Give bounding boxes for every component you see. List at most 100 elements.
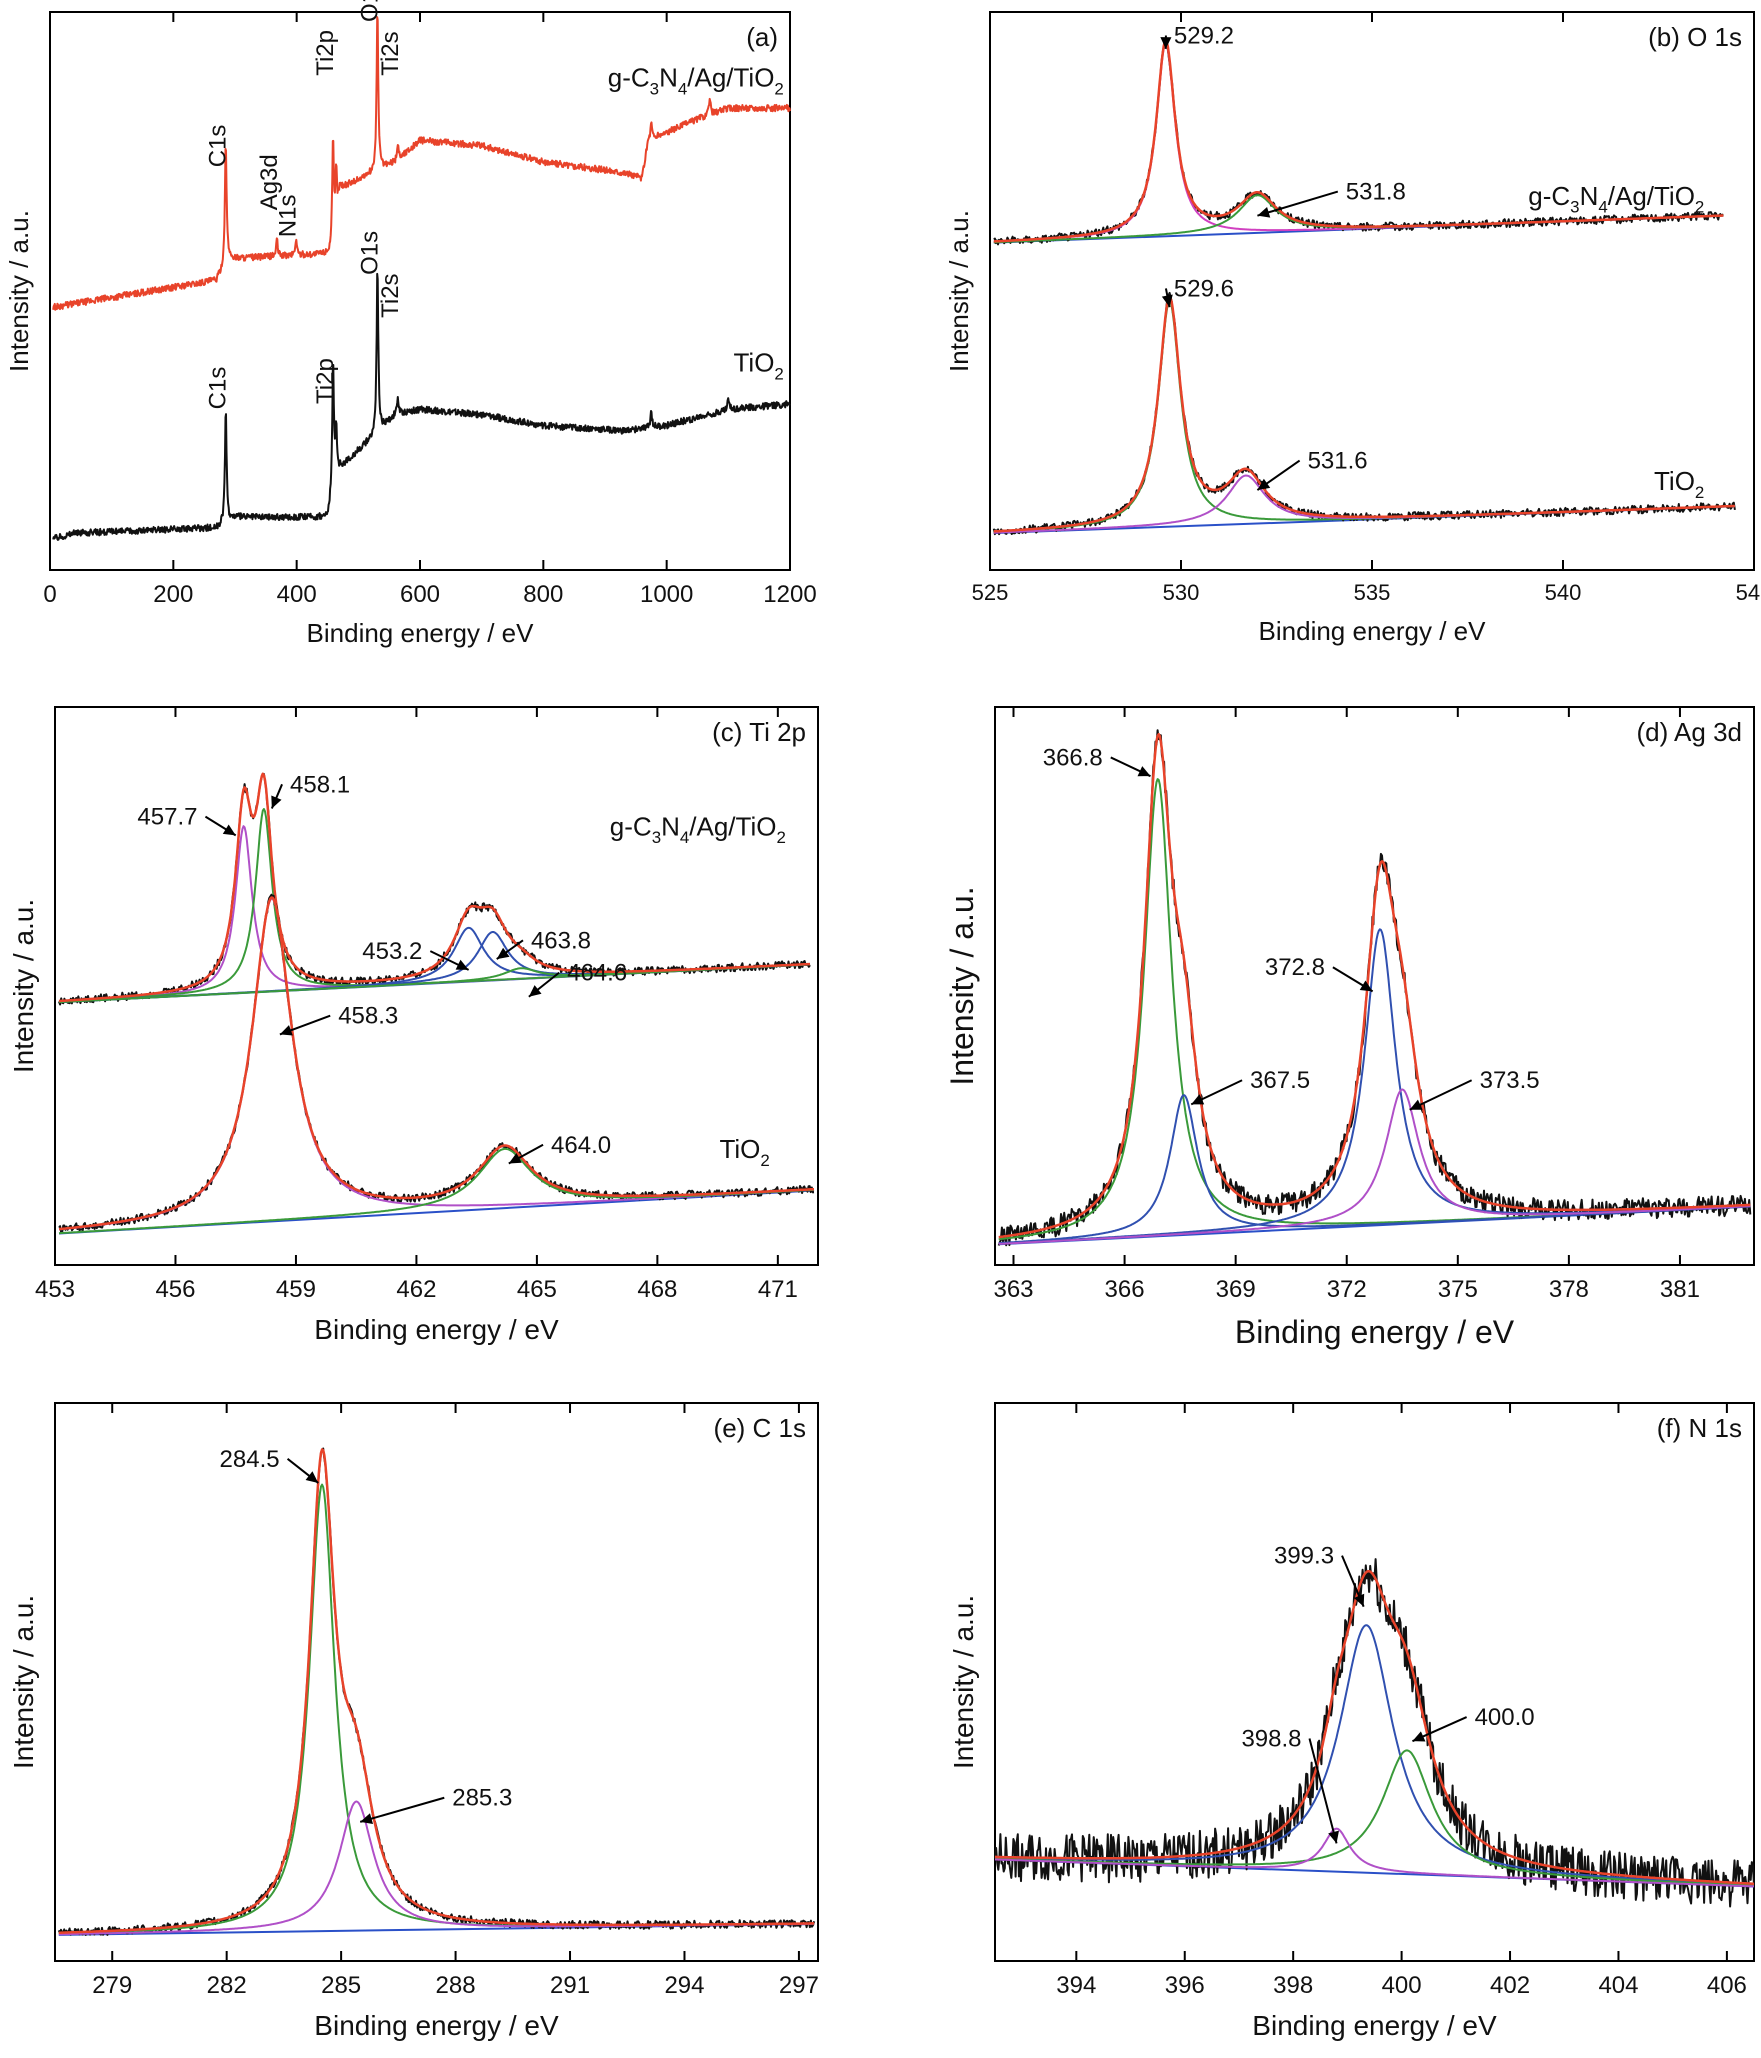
x-tick-label: 291 — [550, 1972, 590, 1999]
series-label: TiO2 — [734, 348, 784, 384]
survey-spectrum-1 — [52, 272, 791, 541]
x-axis-label: Binding energy / eV — [1259, 616, 1487, 646]
raw-spectrum — [993, 38, 1724, 246]
arrow-head — [1353, 1593, 1365, 1607]
peak-label: 373.5 — [1480, 1067, 1540, 1094]
panel-label: (a) — [746, 22, 778, 52]
peak-label: 464.6 — [567, 960, 627, 987]
series-label: TiO2 — [1654, 466, 1704, 502]
x-tick-label: 288 — [436, 1972, 476, 1999]
x-tick-label: 406 — [1707, 1972, 1747, 1999]
x-tick-label: 372 — [1327, 1276, 1367, 1303]
x-tick-label: 600 — [400, 581, 440, 608]
peak-label: O1s — [356, 0, 383, 22]
annotation-arrow — [1308, 1738, 1338, 1844]
panel-a: 0 200 400 600 800 1000 1200 Binding energy / eV… — [4, 0, 817, 648]
survey-spectrum-0 — [52, 16, 791, 311]
x-tick-label: 294 — [664, 1972, 704, 1999]
raw-spectrum — [997, 729, 1752, 1247]
annotation-arrow — [1257, 190, 1339, 217]
x-tick-label: 462 — [396, 1276, 436, 1303]
arrow-head — [1359, 980, 1373, 992]
peak-label: C1s — [205, 125, 232, 168]
peak-label: 464.0 — [551, 1132, 611, 1159]
raw-spectrum — [57, 1447, 816, 1936]
peak-label: 457.7 — [137, 804, 197, 831]
panel-f: 394 396 398 400 402 404 406 Binding energy / eV… — [948, 1402, 1755, 2041]
fit-envelope — [993, 39, 1724, 243]
panel-label: (b) O 1s — [1648, 22, 1742, 52]
panel-label: (f) N 1s — [1657, 1413, 1742, 1443]
peak-label: Ti2p — [312, 30, 339, 76]
fit-component-0 — [58, 897, 815, 1231]
y-axis-label: Intensity / a.u. — [8, 1595, 39, 1769]
peak-label: 366.8 — [1043, 744, 1103, 771]
x-axis-label: Binding energy / eV — [314, 2010, 559, 2041]
series-label: g-C3N4/Ag/TiO2 — [610, 811, 786, 847]
peak-label: 458.3 — [338, 1003, 398, 1030]
series-label: g-C3N4/Ag/TiO2 — [1528, 181, 1704, 217]
peak-label: Ag3d — [256, 154, 283, 210]
plot-frame — [54, 706, 819, 1266]
peak-label: Ti2s — [377, 273, 404, 317]
x-axis-label: Binding energy / eV — [307, 618, 535, 648]
arrow-head — [528, 985, 542, 997]
arrow-head — [1328, 1830, 1339, 1844]
x-tick-label: 396 — [1165, 1972, 1205, 1999]
peak-label: N1s — [274, 195, 301, 238]
fit-component-0 — [993, 299, 1735, 533]
x-tick-label: 530 — [1163, 580, 1200, 605]
x-tick-label: 535 — [1354, 580, 1391, 605]
panel-label: (e) C 1s — [714, 1413, 806, 1443]
x-tick-label: 1200 — [763, 581, 816, 608]
x-tick-label: 375 — [1438, 1276, 1478, 1303]
x-axis-label: Binding energy / eV — [1235, 1314, 1515, 1350]
fit-component-1 — [998, 1094, 1751, 1245]
fit-component-0 — [995, 1624, 1754, 1886]
arrow-head — [1191, 1094, 1205, 1105]
x-tick-label: 285 — [321, 1972, 361, 1999]
peak-label: 453.2 — [362, 938, 422, 965]
x-tick-label: 394 — [1056, 1972, 1096, 1999]
fit-component-0 — [993, 41, 1724, 243]
x-tick-label: 471 — [758, 1276, 798, 1303]
plot-frame — [994, 1402, 1755, 1962]
arrow-head — [222, 824, 236, 836]
peak-label: 367.5 — [1250, 1067, 1310, 1094]
x-tick-label: 282 — [207, 1972, 247, 1999]
x-tick-label: 465 — [517, 1276, 557, 1303]
x-tick-label: 297 — [779, 1972, 819, 1999]
x-tick-label: 1000 — [640, 581, 693, 608]
raw-spectrum — [58, 893, 815, 1234]
panel-c: 453 456 459 462 465 468 471 Binding energy / eV… — [8, 706, 819, 1345]
peak-label: 400.0 — [1475, 1704, 1535, 1731]
x-tick-label: 200 — [153, 581, 193, 608]
arrow-head — [271, 795, 282, 809]
raw-spectrum — [994, 1558, 1755, 1908]
x-tick-label: 279 — [92, 1972, 132, 1999]
fit-component-3 — [998, 1088, 1751, 1245]
y-axis-label: Intensity / a.u. — [4, 210, 34, 372]
peak-label: 399.3 — [1274, 1543, 1334, 1570]
x-tick-label: 468 — [637, 1276, 677, 1303]
peak-label: 529.6 — [1174, 275, 1234, 302]
peak-label: 529.2 — [1174, 23, 1234, 50]
peak-label: 372.8 — [1265, 954, 1325, 981]
fit-component-2 — [998, 928, 1751, 1245]
panel-label: (c) Ti 2p — [712, 717, 806, 747]
peak-label: 458.1 — [290, 771, 350, 798]
peak-label: 284.5 — [220, 1446, 280, 1473]
panel-b: 525 530 535 540 545 Binding energy / eV Intens… — [944, 11, 1761, 646]
x-tick-label: 540 — [1545, 580, 1582, 605]
annotation-arrow — [359, 1796, 445, 1823]
x-tick-label: 402 — [1490, 1972, 1530, 1999]
x-axis-label: Binding energy / eV — [314, 1314, 559, 1345]
arrow-head — [508, 1153, 522, 1164]
fit-component-2 — [994, 1827, 1755, 1888]
plot-frame — [54, 1402, 819, 1962]
fit-envelope — [58, 1448, 815, 1934]
x-tick-label: 0 — [43, 581, 56, 608]
plot-frame — [994, 706, 1755, 1266]
peak-label: 398.8 — [1241, 1726, 1301, 1753]
